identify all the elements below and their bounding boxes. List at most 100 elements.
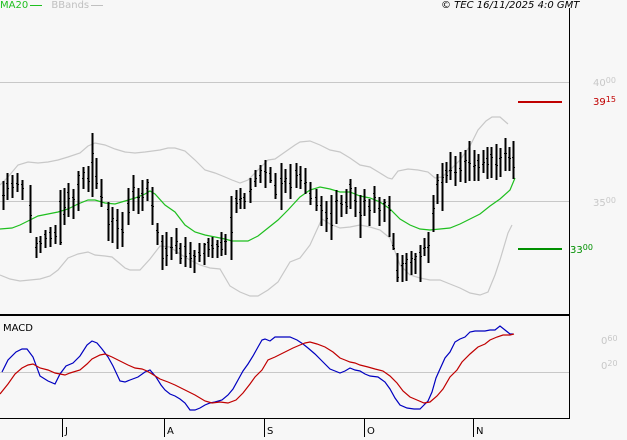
ohlc-bar [243,193,246,209]
ohlc-bar [378,197,381,226]
ohlc-bar [269,167,272,183]
ohlc-bar [464,150,467,183]
macd-label-060: 060 [601,334,618,347]
ohlc-bar [259,165,262,183]
ohlc-bar [363,189,366,216]
ohlc-bar [216,240,219,258]
ohlc-bar [165,232,168,266]
ohlc-bar [11,175,14,198]
macd-line [1,325,513,411]
ohlc-bar [220,232,223,256]
ohlc-bar [107,202,110,241]
ohlc-bar [44,230,47,248]
ohlc-bar [2,181,5,210]
ohlc-bar [67,183,70,217]
month-label-n: N [476,426,484,437]
ohlc-bar [39,236,42,253]
signal-line [0,333,515,404]
ohlc-bar [423,238,426,256]
ohlc-bar [482,150,485,173]
ohlc-bar [179,243,182,264]
ohlc-bar [100,179,103,207]
ohlc-bar [249,178,252,203]
ohlc-bar [72,189,75,219]
ohlc-bar [495,144,498,180]
ohlc-bar [137,188,140,214]
ohlc-bar [414,253,417,274]
y-label-3500: 3500 [593,196,616,209]
bbands-upper-line [0,116,509,186]
ohlc-bar [284,169,287,193]
ohlc-bar [335,190,338,224]
ohlc-bar [490,147,493,178]
support-label: 3300 [570,243,593,256]
ohlc-bar [473,150,476,181]
legend-bbands-swatch [91,4,104,6]
ohlc-bar [29,185,32,233]
ohlc-bar [95,158,98,189]
series-layer [0,116,516,411]
ohlc-bar [299,166,302,189]
ohlc-bar [63,188,66,225]
ohlc-bar [121,212,124,247]
ohlc-bar [6,173,9,200]
ohlc-bar [383,199,386,222]
ohlc-bar [295,163,298,188]
ohlc-bar [161,235,164,270]
ohlc-bar [419,245,422,282]
ohlc-bar [468,141,471,181]
ohlc-bar [373,186,376,213]
ohlc-bar [388,196,391,237]
ohlc-bar [203,243,206,265]
ohlc-bar [189,242,192,268]
resistance-label: 3915 [593,95,616,108]
ohlc-bar [254,170,257,187]
ohlc-bar [477,154,480,181]
ohlc-bar [410,251,413,275]
ohlc-bar [141,180,144,211]
ohlc-bar [432,195,435,232]
ohlc-bar [441,163,444,211]
ohlc-bar [508,147,511,171]
ohlc-bar [315,189,318,211]
ohlc-bar [304,168,307,194]
macd-label-020: 020 [601,359,618,372]
ohlc-bar [91,133,94,197]
ohlc-bar [486,147,489,179]
month-label-j: J [65,426,68,437]
legend-ma20-swatch [30,4,43,6]
ohlc-bar [116,209,119,249]
ohlc-bar [239,188,242,209]
y-label-4000: 4000 [593,76,616,89]
month-label-s: S [267,426,274,437]
ohlc-bar [170,237,173,260]
ohlc-bar [359,195,362,238]
ohlc-bar [512,141,515,179]
ohlc-bar [151,187,154,225]
ohlc-bar [21,180,24,200]
ohlc-bar [184,237,187,267]
ohlc-bar [396,253,399,282]
ohlc-bar [175,228,178,254]
ohlc-bar [59,190,62,245]
ohlc-bar [340,195,343,217]
ohlc-bar [235,190,238,213]
ohlc-bar [405,253,408,281]
legend-ma20-label: MA20 [0,0,29,11]
ohlc-bar [82,167,85,189]
ohlc-bar [274,173,277,199]
ohlc-bar [325,201,328,232]
ohlc-bar [54,225,57,244]
ohlc-bars [2,133,515,282]
ohlc-bar [436,174,439,204]
ohlc-bar [146,179,149,201]
macd-title: MACD [3,323,33,334]
month-label-a: A [167,426,174,437]
ohlc-bar [449,152,452,180]
ohlc-bar [35,237,38,258]
ohlc-bar [77,171,80,211]
ohlc-bar [330,195,333,240]
ma20-line [0,177,516,242]
ohlc-bar [309,182,312,205]
